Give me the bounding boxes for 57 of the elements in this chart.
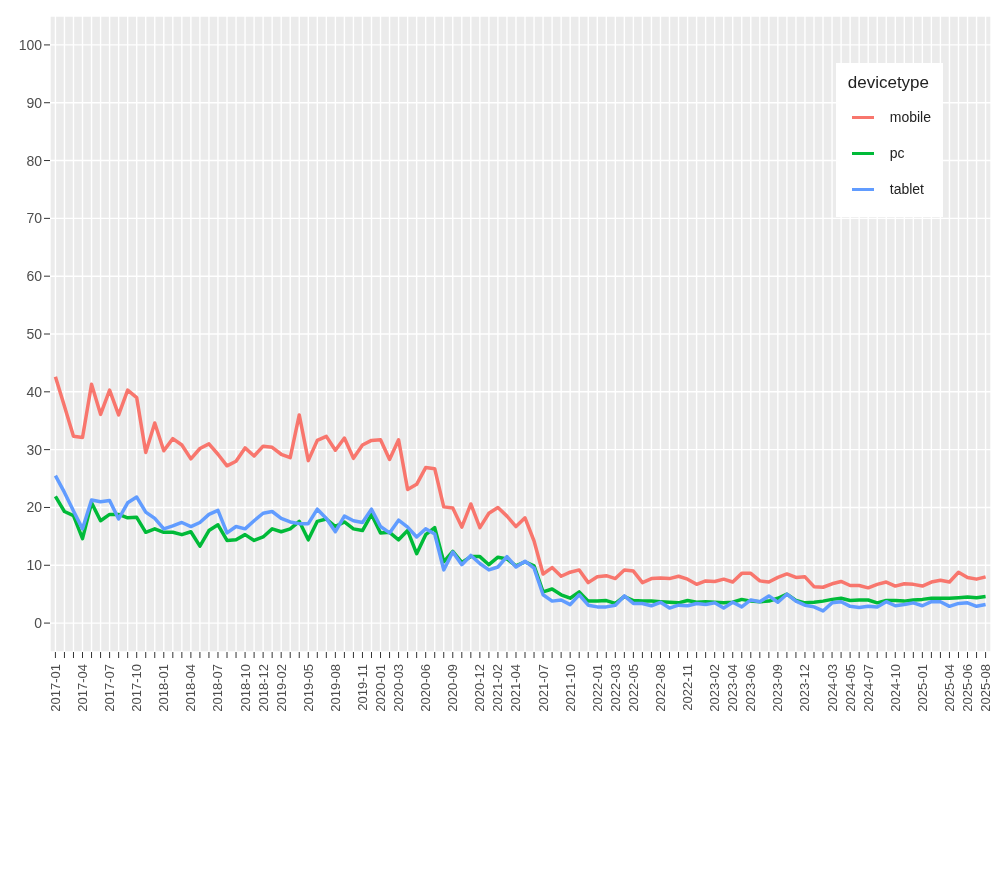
y-tick-label: 0 [34, 615, 43, 632]
x-tick-label: 2021-02 [490, 664, 506, 712]
x-tick-label: 2019-11 [354, 664, 370, 711]
x-tick-label: 2018-12 [255, 664, 271, 712]
x-tick-label: 2023-09 [770, 664, 786, 712]
x-tick-label: 2019-08 [327, 664, 343, 712]
legend-label: tablet [889, 181, 924, 197]
y-tick-label: 10 [26, 557, 43, 574]
x-tick-label: 2024-07 [860, 664, 876, 712]
x-tick-label: 2020-12 [472, 664, 488, 712]
y-tick-label: 80 [26, 152, 43, 169]
x-tick-label: 2020-06 [418, 664, 434, 712]
x-tick-label: 2022-03 [607, 664, 623, 712]
y-tick-label: 90 [26, 94, 43, 111]
x-tick-label: 2020-09 [445, 664, 461, 712]
x-tick-label: 2018-04 [183, 664, 199, 712]
x-tick-label: 2017-01 [47, 664, 63, 712]
x-tick-label: 2018-10 [237, 664, 253, 712]
x-tick-label: 2019-05 [300, 664, 316, 712]
x-tick-label: 2024-03 [824, 664, 840, 712]
y-tick-label: 70 [26, 210, 43, 227]
x-tick-label: 2022-11 [680, 664, 696, 711]
x-tick-label: 2025-08 [978, 664, 994, 712]
x-tick-label: 2019-02 [273, 664, 289, 712]
x-tick-label: 2022-01 [589, 664, 605, 712]
line-series [53, 473, 988, 613]
y-tick-label: 40 [26, 383, 43, 400]
y-tick-label: 60 [26, 268, 43, 285]
y-tick-label: 100 [18, 36, 43, 53]
x-tick-label: 2017-07 [102, 664, 118, 712]
x-tick-label: 2021-04 [508, 664, 524, 712]
x-tick-label: 2025-06 [960, 664, 976, 712]
x-tick-label: 2018-07 [210, 664, 226, 712]
y-tick-label: 50 [26, 325, 43, 342]
x-tick-label: 2025-01 [914, 664, 930, 712]
x-tick-label: 2017-10 [129, 664, 145, 712]
x-tick-label: 2023-02 [707, 664, 723, 712]
x-tick-label: 2023-06 [743, 664, 759, 712]
y-tick-label: 20 [26, 499, 43, 516]
line-series [53, 375, 988, 590]
legend-label: pc [889, 145, 905, 161]
x-tick-label: 2017-04 [75, 664, 91, 712]
x-tick-label: 2025-04 [941, 664, 957, 712]
x-tick-label: 2020-01 [373, 664, 389, 712]
x-tick-label: 2024-10 [887, 664, 903, 712]
x-tick-label: 2023-04 [725, 664, 741, 712]
x-tick-label: 2022-08 [652, 664, 668, 712]
x-tick-label: 2021-10 [562, 664, 578, 712]
legend-label: mobile [889, 109, 931, 125]
legend-title: devicetype [847, 73, 931, 93]
x-tick-label: 2018-01 [156, 664, 172, 712]
x-tick-label: 2022-05 [625, 664, 641, 712]
x-tick-label: 2021-07 [535, 664, 551, 712]
y-tick-label: 30 [26, 441, 43, 458]
x-tick-label: 2020-03 [391, 664, 407, 712]
x-tick-label: 2023-12 [797, 664, 813, 712]
x-tick-label: 2024-05 [842, 664, 858, 712]
